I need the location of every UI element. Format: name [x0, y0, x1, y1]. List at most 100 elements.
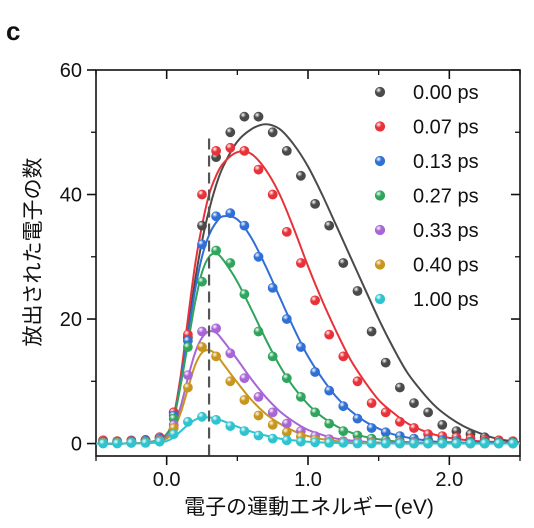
data-point [239, 220, 250, 231]
data-point [197, 342, 207, 352]
data-point [324, 220, 335, 231]
data-point [182, 370, 193, 380]
data-point [197, 220, 207, 231]
data-point [197, 189, 207, 200]
data-point [267, 189, 278, 200]
fit-curve-3 [96, 252, 520, 445]
data-point [451, 438, 462, 449]
data-point [295, 342, 306, 352]
data-point [394, 382, 405, 393]
data-point [295, 391, 306, 402]
data-point [380, 438, 391, 449]
data-point [338, 437, 349, 448]
fit-curve-2 [96, 215, 520, 445]
x-tick-label: 2.0 [435, 469, 463, 491]
data-point [295, 170, 306, 181]
y-tick-label: 60 [60, 60, 82, 82]
data-point [338, 351, 349, 362]
data-point [310, 437, 320, 448]
data-point [310, 367, 320, 377]
data-point [281, 373, 292, 384]
data-point [211, 145, 221, 156]
data-point [197, 326, 207, 337]
data-point [295, 258, 306, 268]
data-point [409, 438, 419, 449]
x-tick-label: 0.0 [153, 469, 181, 491]
data-point [225, 142, 236, 153]
data-point [380, 357, 391, 368]
data-point [211, 211, 221, 222]
data-point [366, 423, 377, 433]
data-point [310, 295, 320, 306]
data-point [267, 433, 278, 444]
data-point [394, 438, 405, 449]
legend-marker [374, 155, 386, 167]
data-point [239, 111, 250, 122]
legend-marker [374, 121, 386, 132]
data-point [423, 438, 433, 449]
data-point [197, 411, 207, 422]
data-point [126, 437, 137, 448]
data-point [366, 438, 377, 449]
data-point [112, 438, 123, 449]
data-point [140, 437, 151, 448]
data-point [380, 407, 391, 418]
data-point [225, 348, 236, 359]
data-point [253, 111, 264, 122]
data-point [493, 438, 504, 449]
data-point [352, 438, 363, 449]
data-point [267, 282, 278, 293]
data-point [479, 438, 490, 449]
data-point [225, 421, 236, 431]
panel-label: c [6, 16, 20, 46]
legend-label: 1.00 ps [413, 289, 479, 311]
data-point [267, 407, 278, 418]
legend-marker [374, 293, 386, 305]
data-point [225, 376, 236, 387]
data-point [423, 407, 433, 418]
data-point [338, 401, 349, 412]
data-point [211, 414, 221, 425]
data-point [437, 419, 448, 430]
legend-marker [374, 86, 386, 98]
data-point [366, 326, 377, 337]
data-point [197, 276, 207, 287]
data-point [197, 239, 207, 250]
data-point [168, 429, 179, 440]
data-point [281, 435, 292, 446]
data-point [281, 226, 292, 237]
data-point [295, 436, 306, 447]
data-point [239, 426, 250, 436]
legend-label: 0.13 ps [413, 151, 479, 173]
data-point [267, 127, 278, 138]
y-tick-label: 40 [60, 185, 82, 207]
data-point [182, 416, 193, 427]
data-point [465, 438, 476, 449]
x-axis-label: 電子の運動エネルギー(eV) [184, 496, 434, 519]
data-point [281, 314, 292, 324]
legend-label: 0.00 ps [413, 82, 479, 104]
data-point [225, 258, 236, 268]
data-point [508, 438, 518, 449]
data-point [211, 323, 221, 334]
data-point [239, 145, 250, 156]
data-point [239, 395, 250, 405]
y-axis-label: 放出された電子の数 [22, 158, 45, 347]
data-point [98, 438, 108, 449]
data-point [267, 419, 278, 430]
data-point [352, 286, 363, 296]
legend-label: 0.27 ps [413, 186, 479, 208]
data-point [211, 351, 221, 362]
data-point [253, 164, 264, 175]
data-point [154, 436, 165, 447]
data-point [338, 258, 349, 268]
data-point [253, 391, 264, 402]
data-point [182, 382, 193, 393]
plot-series [96, 111, 520, 449]
data-point [281, 418, 292, 429]
data-point [352, 413, 363, 424]
data-point [267, 351, 278, 362]
data-point [366, 398, 377, 408]
data-point [324, 437, 335, 448]
